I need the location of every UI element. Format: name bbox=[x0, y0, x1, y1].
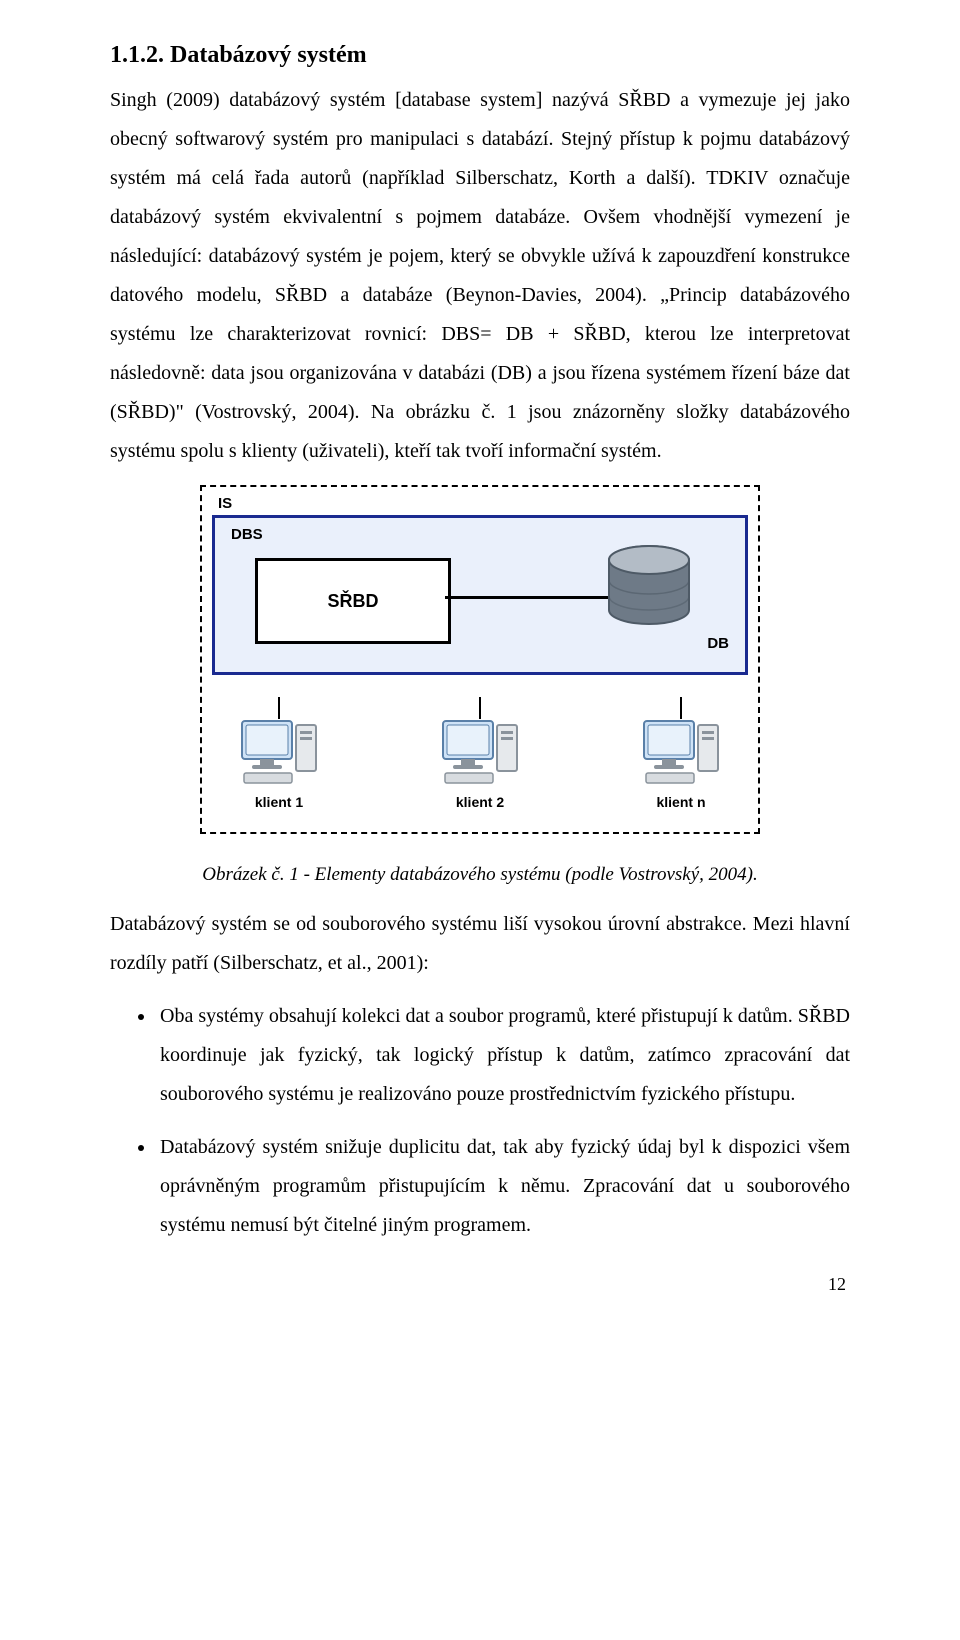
client-n: klient n bbox=[636, 697, 726, 816]
is-label: IS bbox=[218, 495, 748, 513]
connector-line bbox=[479, 697, 481, 719]
clients-row: klient 1 klient 2 bbox=[212, 697, 748, 816]
client-1: klient 1 bbox=[234, 697, 324, 816]
srbd-label: SŘBD bbox=[327, 584, 378, 619]
paragraph-1: Singh (2009) databázový systém [database… bbox=[110, 81, 850, 471]
computer-icon bbox=[240, 719, 318, 785]
bullet-list: Oba systémy obsahují kolekci dat a soubo… bbox=[110, 997, 850, 1245]
client-label: klient 1 bbox=[255, 789, 303, 816]
diagram: IS DBS SŘBD DB bbox=[200, 485, 760, 834]
paragraph-2: Databázový systém se od souborového syst… bbox=[110, 905, 850, 983]
computer-icon bbox=[642, 719, 720, 785]
connector-line bbox=[278, 697, 280, 719]
page-number: 12 bbox=[110, 1275, 850, 1293]
client-2: klient 2 bbox=[435, 697, 525, 816]
database-icon bbox=[603, 544, 695, 636]
srbd-box: SŘBD bbox=[255, 558, 451, 644]
figure-caption: Obrázek č. 1 - Elementy databázového sys… bbox=[110, 862, 850, 889]
db-cylinder bbox=[603, 544, 695, 650]
page: 1.1.2. Databázový systém Singh (2009) da… bbox=[0, 0, 960, 1343]
computer-icon bbox=[441, 719, 519, 785]
list-item: Databázový systém snižuje duplicitu dat,… bbox=[156, 1128, 850, 1245]
is-container: IS DBS SŘBD DB bbox=[200, 485, 760, 834]
db-label: DB bbox=[707, 629, 729, 658]
client-label: klient n bbox=[656, 789, 705, 816]
dbs-label: DBS bbox=[231, 526, 735, 544]
dbs-container: DBS SŘBD DB bbox=[212, 515, 748, 675]
section-heading: 1.1.2. Databázový systém bbox=[110, 40, 850, 71]
connector-line bbox=[680, 697, 682, 719]
connector-line bbox=[445, 596, 610, 599]
client-label: klient 2 bbox=[456, 789, 504, 816]
list-item: Oba systémy obsahují kolekci dat a soubo… bbox=[156, 997, 850, 1114]
